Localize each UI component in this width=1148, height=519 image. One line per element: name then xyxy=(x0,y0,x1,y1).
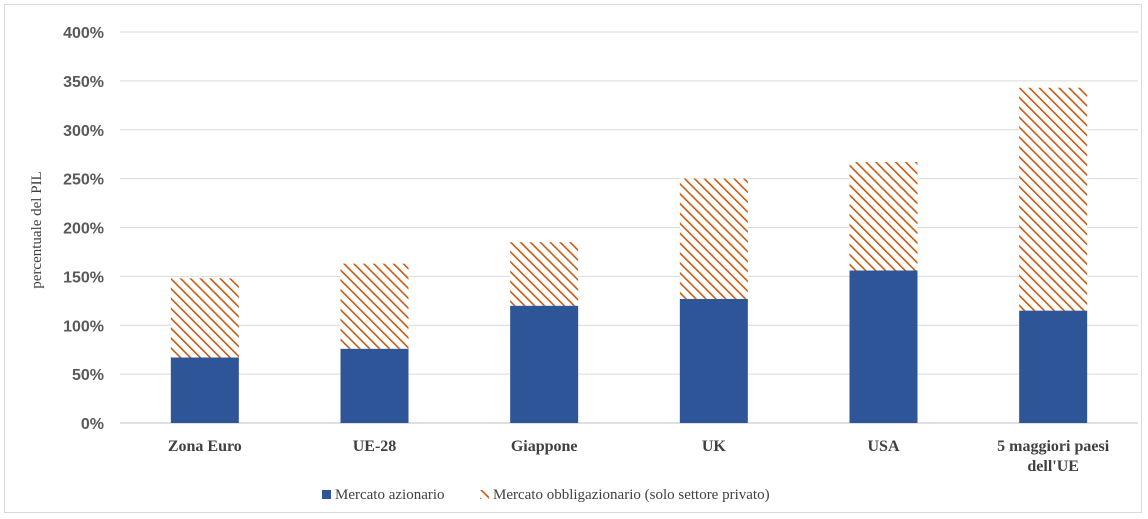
y-tick-label: 0% xyxy=(81,416,104,433)
bar-segment-mercato-obbligazionario xyxy=(679,178,748,299)
y-tick-label: 50% xyxy=(72,367,104,384)
x-tick-label: 5 maggiori paesi xyxy=(997,438,1110,455)
x-axis-ticks: Zona Euro UE-28 Giappone UK USA 5 maggiori pa… xyxy=(168,438,1110,475)
y-tick-label: 250% xyxy=(63,172,104,189)
bar-segment-mercato-obbligazionario xyxy=(1019,87,1088,311)
bar-segment-mercato-azionario xyxy=(1019,310,1088,423)
y-tick-label: 200% xyxy=(63,221,104,238)
gridlines xyxy=(120,31,1138,424)
bar-segment-mercato-obbligazionario xyxy=(849,162,918,271)
bar-segment-mercato-obbligazionario xyxy=(340,263,409,349)
bar-segment-mercato-azionario xyxy=(510,305,579,423)
legend-label: Mercato obbligazionario (solo settore pr… xyxy=(493,487,770,503)
bars xyxy=(170,87,1088,423)
y-tick-label: 150% xyxy=(63,269,104,286)
y-tick-label: 350% xyxy=(63,74,104,91)
legend-swatch xyxy=(322,490,331,499)
x-tick-label: Giappone xyxy=(511,438,578,455)
x-tick-label: UK xyxy=(702,438,727,455)
y-axis-ticks: 0% 50% 100% 150% 200% 250% 300% 350% 400% xyxy=(63,25,104,433)
x-tick-label: USA xyxy=(867,438,899,455)
x-tick-label: Zona Euro xyxy=(168,438,242,455)
bar-segment-mercato-azionario xyxy=(679,298,748,423)
y-tick-label: 300% xyxy=(63,123,104,140)
legend-swatch xyxy=(480,490,489,499)
bar-segment-mercato-azionario xyxy=(170,357,239,423)
bar-segment-mercato-azionario xyxy=(340,348,409,423)
y-tick-label: 400% xyxy=(63,25,104,42)
y-axis-label: percentuale del PIL xyxy=(29,171,45,288)
bar-segment-mercato-azionario xyxy=(849,270,918,423)
bar-segment-mercato-obbligazionario xyxy=(170,278,239,358)
bar-segment-mercato-obbligazionario xyxy=(510,242,579,306)
x-tick-label: UE-28 xyxy=(353,438,397,455)
legend: Mercato azionario Mercato obbligazionario… xyxy=(322,487,770,503)
x-tick-label: dell'UE xyxy=(1027,458,1079,475)
y-tick-label: 100% xyxy=(63,318,104,335)
legend-label: Mercato azionario xyxy=(335,487,445,503)
